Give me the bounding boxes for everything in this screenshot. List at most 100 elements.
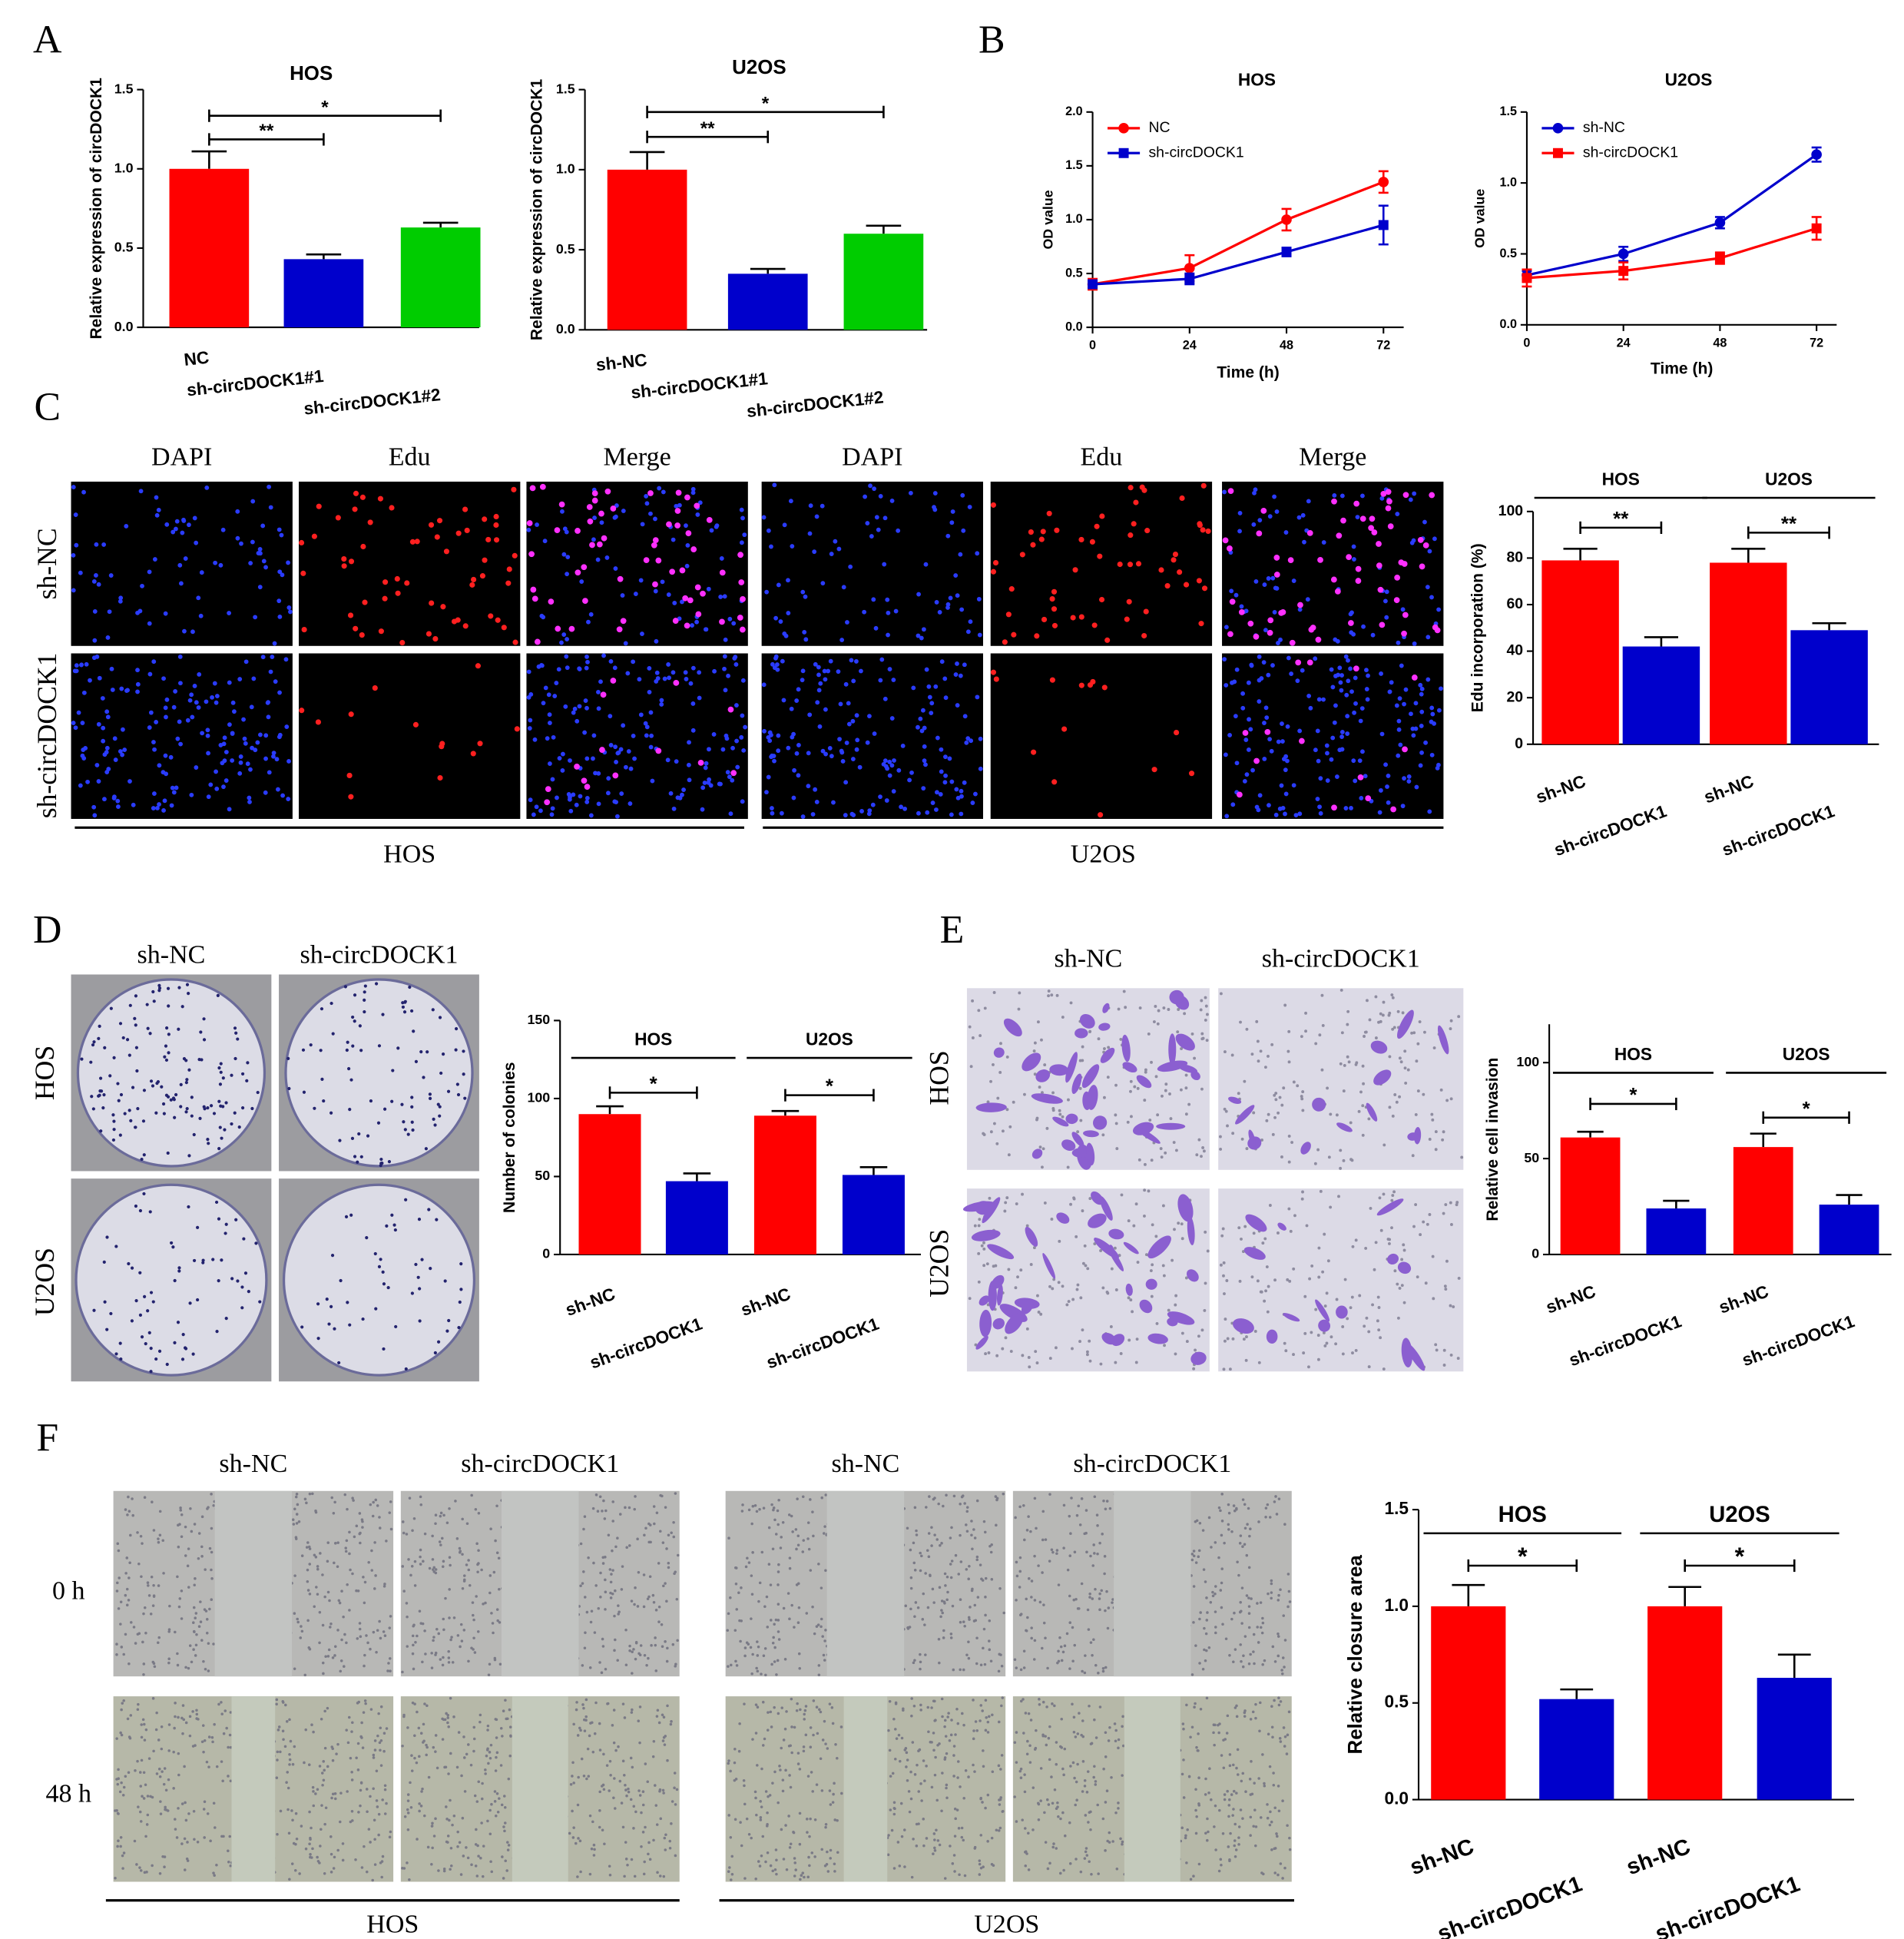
wound-gap: [231, 1696, 276, 1882]
invaded-cell: [1366, 1102, 1378, 1122]
invaded-cell: [1025, 1226, 1038, 1247]
invaded-cell: [1190, 1351, 1207, 1365]
invaded-cell: [1102, 1003, 1110, 1013]
point: [1811, 223, 1822, 234]
legend-marker: [1118, 147, 1129, 158]
invaded-cell: [1061, 1139, 1076, 1152]
row-label: HOS: [924, 1050, 955, 1105]
bar: [842, 1175, 905, 1255]
y-tick-label: 0.0: [114, 319, 134, 334]
invaded-cell: [1122, 1062, 1137, 1073]
y-axis-label: OD value: [1472, 189, 1488, 248]
invaded-cell: [1082, 1091, 1091, 1111]
bar: [578, 1114, 641, 1255]
nuclei: [71, 484, 293, 646]
invaded-cell: [1401, 1337, 1413, 1368]
micrograph: [71, 653, 293, 819]
group-label: U2OS: [1071, 840, 1136, 868]
micrograph: [990, 653, 1213, 819]
invaded-cell: [1071, 1132, 1084, 1147]
significance-label: *: [1629, 1085, 1637, 1106]
invaded-cell: [992, 1318, 1005, 1330]
invaded-cell: [1081, 1064, 1100, 1089]
invaded-cell: [1031, 1148, 1043, 1159]
invaded-cell: [1136, 1075, 1152, 1089]
invaded-cell: [1387, 1253, 1399, 1265]
invaded-cell: [1336, 1305, 1348, 1319]
invaded-cell: [1100, 1047, 1115, 1063]
invaded-cell: [971, 1229, 1001, 1241]
point: [1714, 217, 1726, 228]
bar: [1647, 1606, 1723, 1800]
invaded-cell: [1108, 1228, 1124, 1240]
group-label: U2OS: [1783, 1044, 1830, 1064]
invaded-cell: [1042, 1253, 1056, 1279]
y-tick-label: 0: [1531, 1246, 1539, 1261]
row-label: 48 h: [46, 1780, 92, 1808]
y-tick-label: 20: [1506, 688, 1523, 705]
invaded-cell: [1437, 1025, 1449, 1055]
y-tick-label: 0.5: [556, 241, 575, 257]
invaded-cell: [979, 1309, 992, 1337]
invaded-cell: [1052, 1116, 1069, 1127]
invaded-cell: [1245, 1214, 1267, 1232]
column-label: sh-NC: [137, 941, 206, 970]
legend-marker: [1552, 123, 1564, 134]
group-label: U2OS: [1709, 1503, 1770, 1527]
y-tick-label: 1.5: [1385, 1498, 1409, 1518]
x-tick-label: NC: [183, 347, 210, 370]
column-label: sh-circDOCK1: [461, 1450, 619, 1478]
panel-letter: B: [978, 18, 1005, 62]
bar: [1431, 1606, 1506, 1800]
invaded-cell: [1228, 1096, 1242, 1104]
column-label: sh-circDOCK1: [1262, 944, 1420, 973]
point: [1522, 273, 1532, 283]
point: [1281, 214, 1292, 225]
y-tick-label: 0.5: [114, 240, 134, 255]
bar: [727, 273, 808, 330]
series-line: [1526, 153, 1818, 277]
x-tick-label: 72: [1376, 339, 1390, 353]
y-tick-label: 2.0: [1065, 104, 1083, 118]
invaded-cell: [982, 1197, 1001, 1224]
bar: [843, 234, 924, 330]
invaded-cell: [1396, 1009, 1414, 1039]
invaded-cell: [1083, 1130, 1099, 1138]
invaded-cell: [975, 1102, 1007, 1112]
y-tick-label: 1.0: [114, 160, 134, 175]
chart-title: U2OS: [732, 57, 786, 78]
y-tick-label: 50: [1524, 1150, 1539, 1165]
x-tick-label: 24: [1617, 336, 1631, 350]
bar: [1733, 1147, 1793, 1255]
series-line: [1092, 224, 1384, 286]
invaded-cell: [1108, 1245, 1114, 1256]
group-label: U2OS: [1765, 469, 1813, 489]
row-label: U2OS: [924, 1229, 955, 1298]
point: [1714, 253, 1725, 264]
invaded-cell: [1075, 1028, 1088, 1039]
invaded-cell: [1370, 1040, 1388, 1054]
invaded-cell: [1079, 1014, 1095, 1029]
point: [1184, 273, 1195, 284]
invaded-cell: [1248, 1129, 1256, 1147]
y-tick-label: 0: [542, 1246, 550, 1261]
invaded-cell: [1111, 1334, 1125, 1347]
point: [1378, 177, 1389, 187]
wound-gap: [843, 1696, 888, 1882]
invaded-cell: [991, 1274, 1005, 1289]
bar: [169, 168, 250, 328]
y-axis-label: OD value: [1041, 190, 1056, 249]
significance-label: *: [762, 94, 770, 114]
panel-letter: A: [33, 18, 62, 62]
group-label: HOS: [1614, 1044, 1652, 1064]
nuclei: [761, 654, 983, 819]
invaded-cell: [1031, 1093, 1063, 1104]
column-label: sh-NC: [219, 1450, 287, 1478]
legend-label: sh-NC: [1583, 119, 1625, 136]
edu-nuclei: [298, 486, 518, 646]
y-tick-label: 0.5: [1385, 1692, 1409, 1712]
micrograph: [526, 653, 748, 819]
bar: [1646, 1208, 1707, 1255]
significance-label: *: [650, 1074, 658, 1095]
wound-gap: [826, 1490, 905, 1677]
